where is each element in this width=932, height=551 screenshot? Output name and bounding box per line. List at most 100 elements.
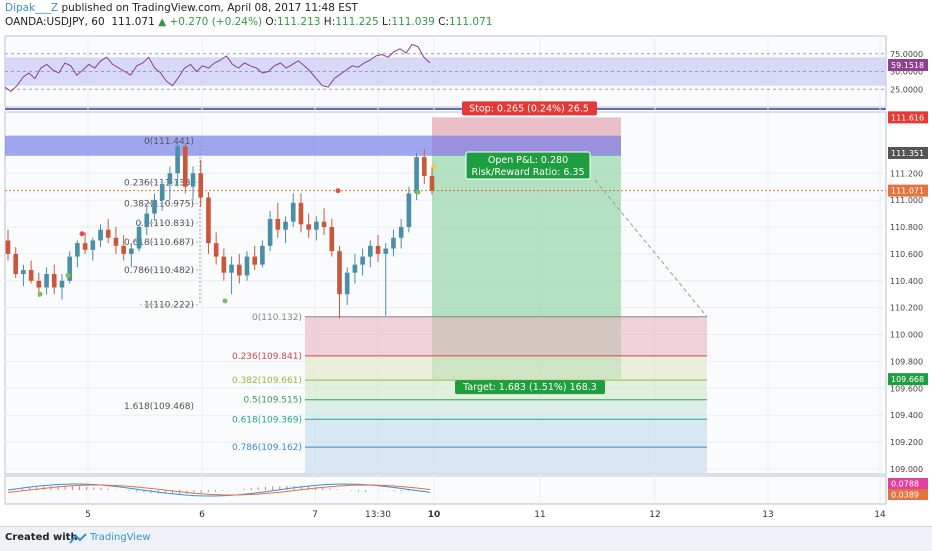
candle-body (344, 272, 350, 295)
candle-body (90, 240, 96, 250)
last-price: 111.071 (111, 16, 155, 28)
target-label: Target: 1.683 (1.51%) 168.3 (462, 382, 597, 393)
candle-body (152, 200, 157, 214)
x-tick-label: 6 (199, 510, 205, 520)
signal-value-badge (888, 489, 928, 500)
candle-body (182, 146, 188, 187)
y-tick-label: 110.000 (890, 331, 923, 340)
candle-body (383, 248, 389, 254)
rsi-tick-label: 50.0000 (890, 68, 923, 77)
candle-body (429, 175, 435, 191)
candle-body (290, 202, 296, 222)
open-pnl-label: Open P&L: 0.280 (488, 155, 568, 166)
y-tick-label: 109.200 (890, 438, 923, 447)
rsi-tick-label: 25.0000 (890, 85, 923, 94)
candle-body (275, 218, 281, 230)
candle-body (314, 221, 319, 230)
rsi-line (4, 43, 431, 93)
candle-body (113, 237, 119, 246)
fib-upper-label: 0.236(111.133) (124, 178, 194, 188)
publish-info: published on TradingView.com, April 08, … (58, 2, 358, 14)
candle-body (105, 229, 111, 238)
tradingview-brand[interactable]: TradingView (90, 532, 151, 543)
signal-dot (335, 188, 341, 194)
candle-body (136, 227, 142, 249)
candle-body (329, 227, 335, 252)
y-tick-label: 110.800 (890, 223, 923, 232)
rsi-current-label: 59.1518 (891, 61, 924, 70)
price-marker-label: 109.668 (891, 375, 924, 384)
candle-body (298, 202, 304, 225)
fib-level-label: 0.382(109.661) (232, 376, 302, 386)
candle-body (360, 256, 365, 265)
candle-body (229, 264, 234, 273)
candle-body (306, 224, 311, 230)
fib-upper-label: 0.382(110.975) (124, 200, 194, 210)
y-tick-label: 109.600 (890, 384, 923, 393)
pnl-label-box (465, 151, 591, 180)
candle-body (391, 237, 396, 249)
fib-level-label: 0.786(109.162) (232, 443, 302, 453)
high-value: 111.225 (335, 16, 379, 28)
y-tick-label: 110.200 (890, 304, 923, 313)
candle-body (206, 197, 211, 244)
y-tick-label: 111.000 (890, 196, 923, 205)
high-label: H: (323, 16, 336, 28)
candle-body (283, 221, 288, 230)
candle-body (337, 251, 342, 295)
x-tick-label: 13:30 (365, 510, 391, 520)
candle-body (252, 256, 258, 265)
candle-body (221, 256, 227, 273)
candle-body (375, 245, 381, 254)
price-marker-badge (888, 184, 928, 197)
x-tick-label: 7 (312, 510, 318, 520)
y-tick-label: 109.400 (890, 411, 923, 420)
stop-label-box (462, 101, 597, 116)
candle-body (44, 274, 49, 288)
candle-body (129, 248, 134, 254)
price-marker-label: 111.616 (891, 113, 924, 122)
y-tick-label: 109.000 (890, 465, 923, 474)
fib-upper-label: 0.618(110.687) (124, 238, 194, 248)
price-marker-label: 111.351 (891, 149, 924, 158)
candle-body (352, 264, 358, 273)
candle-body (159, 184, 165, 201)
fib-level-label: 0(110.132) (252, 313, 302, 323)
price-marker-badge (888, 146, 928, 159)
fib-level-label: 0.236(109.841) (232, 352, 302, 362)
fib-zone (305, 399, 707, 420)
y-tick-label: 110.400 (890, 277, 923, 286)
x-tick-label: 10 (428, 510, 441, 520)
open-value: 111.213 (277, 16, 321, 28)
low-label: L: (382, 16, 392, 28)
candle-body (190, 173, 196, 187)
rsi-tick-label: 75.0000 (890, 50, 923, 59)
x-tick-label: 5 (85, 510, 91, 520)
publish-line: Dipak___Z published on TradingView.com, … (5, 2, 358, 14)
risk-reward-label: Risk/Reward Ratio: 6.35 (471, 167, 584, 178)
fib-upper-label: 1(110.222) (144, 301, 194, 311)
macd-value-label: 0.0788 (891, 480, 919, 489)
macd-pane (4, 475, 887, 505)
candle-body (267, 218, 273, 246)
candle-body (321, 221, 327, 228)
candle-body (121, 245, 126, 254)
fib-upper-label: 0.786(110.482) (124, 266, 194, 276)
symbol-line: OANDA:USDJPY, 60 111.071 ▲ +0.270 (+0.24… (5, 16, 492, 28)
candle-body (175, 146, 180, 174)
price-chart[interactable]: 5 6 7 13:30 10 11 12 13 14 111.200 111.000 110.800 1… (0, 0, 932, 526)
candle-body (98, 229, 103, 241)
candle-body (59, 280, 65, 288)
signal-dot (37, 291, 43, 297)
fib-zone (305, 419, 707, 448)
fib-upper-label: 0(111.441) (144, 137, 194, 147)
close-value: 111.071 (449, 16, 493, 28)
signal-line (7, 484, 431, 496)
stop-label: Stop: 0.265 (0.24%) 26.5 (469, 103, 589, 114)
fib-zone (305, 355, 707, 381)
rsi-current-badge (888, 59, 928, 72)
candle-body (236, 264, 242, 276)
author-link[interactable]: Dipak___Z (5, 2, 59, 14)
signal-value-label: 0.0389 (891, 491, 919, 500)
